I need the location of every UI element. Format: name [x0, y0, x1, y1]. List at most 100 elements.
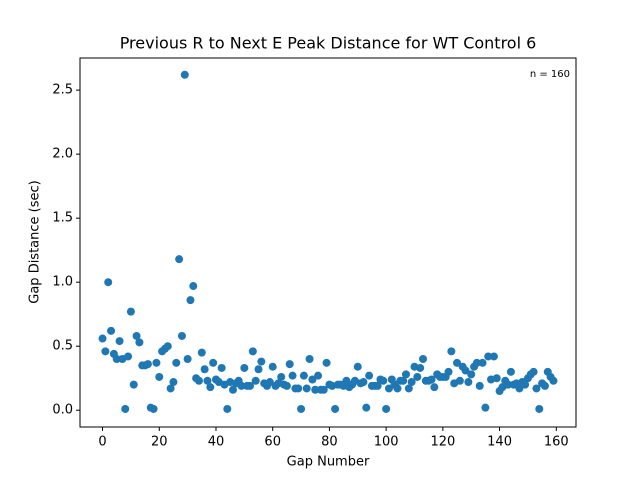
point — [461, 366, 470, 375]
point — [265, 378, 274, 387]
x-tick-label: 120 — [430, 435, 455, 450]
point — [180, 70, 189, 79]
point — [251, 376, 260, 385]
point — [453, 358, 462, 367]
point — [305, 355, 314, 364]
point — [297, 404, 306, 413]
point — [217, 363, 226, 372]
point — [172, 358, 181, 367]
point — [206, 383, 215, 392]
annotation: n = 160 — [530, 69, 570, 80]
x-axis-label: Gap Number — [287, 455, 370, 470]
point — [362, 403, 371, 412]
point — [228, 385, 237, 394]
point — [504, 380, 513, 389]
point — [121, 404, 130, 413]
point — [166, 384, 175, 393]
point — [549, 376, 558, 385]
point — [413, 372, 422, 381]
point — [464, 378, 473, 387]
point — [407, 378, 416, 387]
point — [194, 376, 203, 385]
point — [331, 404, 340, 413]
point — [427, 375, 436, 384]
point — [342, 376, 351, 385]
point — [444, 367, 453, 376]
point — [223, 404, 232, 413]
point — [447, 347, 456, 356]
point — [237, 381, 246, 390]
point — [384, 384, 393, 393]
point — [379, 376, 388, 385]
point — [152, 358, 161, 367]
y-tick-label: 2.0 — [52, 147, 73, 162]
point — [129, 380, 138, 389]
point — [540, 381, 549, 390]
y-tick-label: 0.0 — [52, 403, 73, 418]
point — [288, 371, 297, 380]
point — [143, 360, 152, 369]
point — [484, 352, 493, 361]
point — [308, 375, 317, 384]
point — [183, 355, 192, 364]
point — [282, 381, 291, 390]
point — [481, 403, 490, 412]
point — [124, 352, 133, 361]
point — [246, 381, 255, 390]
point — [416, 363, 425, 372]
point — [104, 278, 113, 287]
point — [535, 404, 544, 413]
chart-title: Previous R to Next E Peak Distance for W… — [120, 34, 537, 53]
point — [197, 348, 206, 357]
point — [314, 371, 323, 380]
point — [492, 374, 501, 383]
point — [475, 381, 484, 390]
point — [319, 385, 328, 394]
point — [401, 370, 410, 379]
point — [322, 358, 331, 367]
point — [132, 331, 141, 340]
point — [177, 331, 186, 340]
point — [393, 384, 402, 393]
point — [163, 342, 172, 351]
x-tick-label: 60 — [264, 435, 281, 450]
point — [299, 371, 308, 380]
point — [169, 378, 178, 387]
point — [112, 355, 121, 364]
point — [285, 360, 294, 369]
point — [268, 362, 277, 371]
y-tick-label: 0.5 — [52, 339, 73, 354]
y-axis-label: Gap Distance (sec) — [28, 180, 43, 303]
point — [107, 326, 116, 335]
point — [359, 378, 368, 387]
point — [419, 355, 428, 364]
point — [200, 365, 209, 374]
point — [115, 337, 124, 346]
point — [248, 347, 257, 356]
point — [353, 362, 362, 371]
point — [257, 357, 266, 366]
point — [189, 282, 198, 291]
point — [294, 384, 303, 393]
point — [135, 338, 144, 347]
point — [98, 334, 107, 343]
point — [101, 347, 110, 356]
point — [175, 255, 184, 264]
point — [472, 358, 481, 367]
x-tick-label: 80 — [321, 435, 338, 450]
x-tick-label: 100 — [374, 435, 399, 450]
point — [532, 384, 541, 393]
point — [489, 352, 498, 361]
point — [521, 380, 530, 389]
point — [149, 404, 158, 413]
point — [467, 370, 476, 379]
plot-frame — [79, 57, 577, 428]
point — [478, 358, 487, 367]
x-tick-label: 140 — [487, 435, 512, 450]
point — [302, 384, 311, 393]
x-tick-label: 20 — [151, 435, 168, 450]
point — [203, 376, 212, 385]
point — [430, 383, 439, 392]
point — [254, 365, 263, 374]
